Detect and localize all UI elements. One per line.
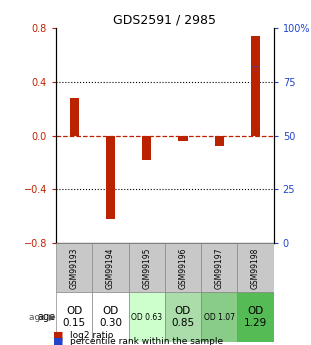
Text: OD
0.15: OD 0.15: [63, 306, 86, 328]
Text: OD 1.07: OD 1.07: [204, 313, 235, 322]
Text: GSM99194: GSM99194: [106, 247, 115, 289]
Bar: [165, 244, 201, 293]
Text: age ▶: age ▶: [29, 313, 55, 322]
Bar: [70, 98, 79, 136]
Bar: [201, 244, 237, 293]
Text: age: age: [37, 312, 55, 322]
Text: OD 0.63: OD 0.63: [131, 313, 162, 322]
Text: ■: ■: [53, 337, 63, 345]
Bar: [92, 293, 128, 342]
Bar: [237, 244, 274, 293]
Bar: [56, 293, 92, 342]
Text: GSM99196: GSM99196: [179, 247, 188, 289]
Text: GSM99193: GSM99193: [70, 247, 79, 289]
Text: OD
1.29: OD 1.29: [244, 306, 267, 328]
Text: OD
0.85: OD 0.85: [171, 306, 195, 328]
Bar: [92, 244, 128, 293]
Bar: [237, 293, 274, 342]
Title: GDS2591 / 2985: GDS2591 / 2985: [113, 13, 216, 27]
Text: GSM99197: GSM99197: [215, 247, 224, 289]
Bar: [142, 136, 151, 160]
Bar: [128, 244, 165, 293]
Bar: [128, 293, 165, 342]
Text: GSM99195: GSM99195: [142, 247, 151, 289]
Bar: [106, 136, 115, 219]
Text: percentile rank within the sample: percentile rank within the sample: [70, 337, 223, 345]
Text: GSM99198: GSM99198: [251, 247, 260, 289]
Text: log2 ratio: log2 ratio: [70, 331, 113, 340]
Bar: [56, 244, 92, 293]
Bar: [215, 136, 224, 146]
Text: ■: ■: [53, 331, 63, 340]
Bar: [251, 36, 260, 136]
Bar: [201, 293, 237, 342]
Bar: [165, 293, 201, 342]
Bar: [179, 136, 188, 141]
Text: OD
0.30: OD 0.30: [99, 306, 122, 328]
